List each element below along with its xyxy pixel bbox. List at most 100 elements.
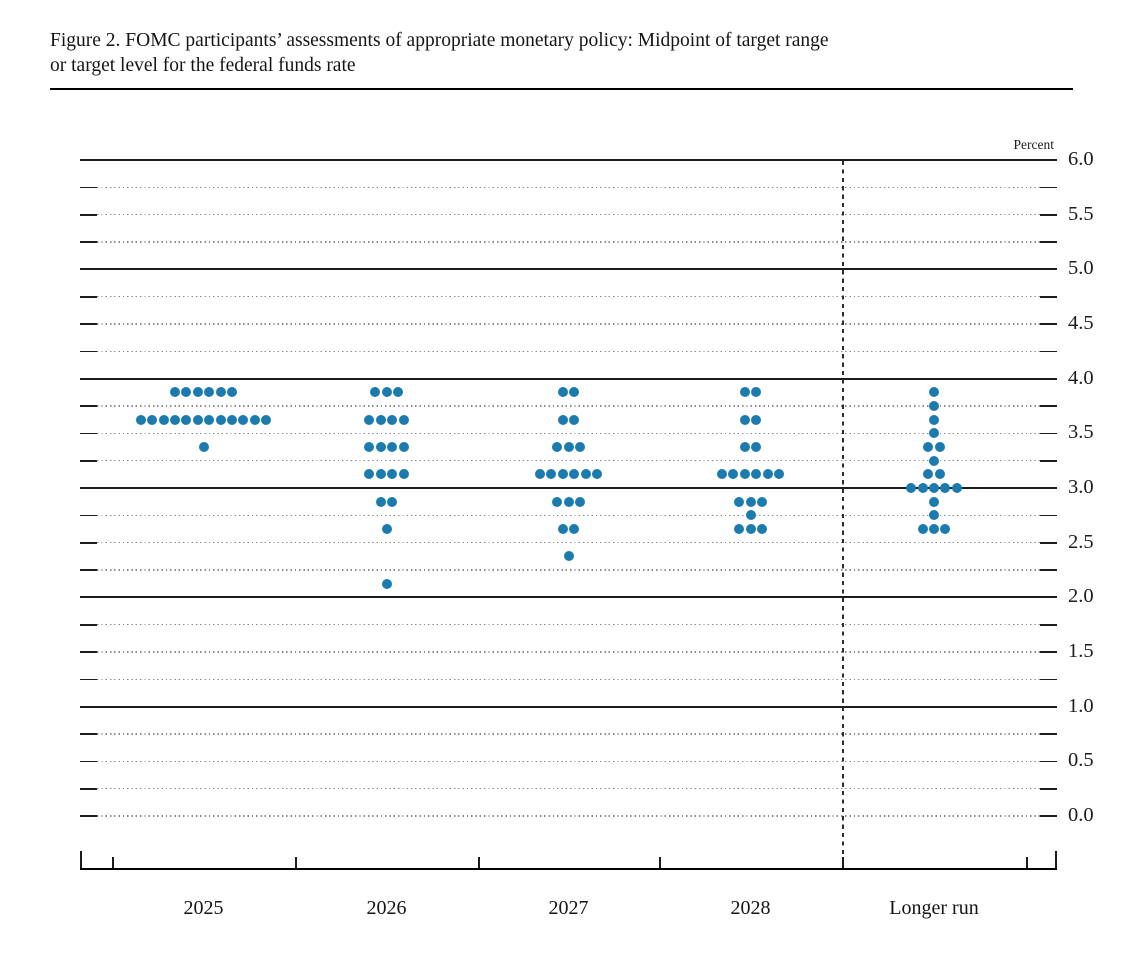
gridline-dotted <box>97 350 1040 353</box>
gridline-left-tick <box>80 733 97 735</box>
projection-dot <box>261 414 272 425</box>
x-axis-label: 2026 <box>366 897 407 919</box>
x-axis-tick <box>659 857 661 868</box>
projection-dot <box>135 414 146 425</box>
x-axis-tick <box>478 857 480 868</box>
gridline-right-tick <box>1040 787 1057 790</box>
x-axis-tick <box>112 857 114 868</box>
gridline-dotted <box>97 787 1040 790</box>
gridline-left-tick <box>80 432 97 435</box>
projection-dot <box>717 469 727 480</box>
gridline-right-tick <box>1040 760 1057 763</box>
x-axis-label: Longer run <box>889 897 979 919</box>
projection-dot <box>364 469 375 480</box>
y-axis-label: 5.0 <box>1068 257 1094 280</box>
gridline-left-tick <box>80 541 97 544</box>
projection-dot <box>392 387 403 398</box>
projection-dot <box>745 496 756 507</box>
projection-dot <box>940 483 951 493</box>
projection-dot <box>227 414 237 425</box>
gridline-dotted <box>97 323 1040 325</box>
gridline-dotted <box>97 514 1040 517</box>
figure-title: Figure 2. FOMC participants’ assessments… <box>50 28 1080 78</box>
projection-dot <box>745 510 756 521</box>
projection-dot <box>381 524 392 534</box>
projection-dot <box>557 414 568 425</box>
projection-dot <box>381 578 392 589</box>
gridline-left-tick <box>80 760 97 763</box>
projection-dot <box>181 414 192 425</box>
projection-dot <box>929 483 939 493</box>
y-axis-label: 5.5 <box>1068 202 1094 225</box>
projection-dot <box>751 387 762 398</box>
projection-dot <box>552 496 563 507</box>
projection-dot <box>929 524 939 534</box>
projection-dot <box>929 387 939 398</box>
gridline-left-tick <box>80 787 97 790</box>
projection-dot <box>917 524 928 534</box>
projection-dot <box>387 496 398 507</box>
projection-dot <box>249 414 260 425</box>
x-axis-tick <box>842 857 844 868</box>
gridline-dotted <box>97 733 1040 735</box>
gridline-solid <box>80 158 1057 162</box>
projection-dot <box>569 469 580 480</box>
projection-dot <box>204 387 215 398</box>
gridline-right-tick <box>1040 514 1057 517</box>
y-axis-label: 2.5 <box>1068 530 1094 553</box>
projection-dot <box>375 414 386 425</box>
projection-dot <box>192 414 203 425</box>
x-axis-label: 2027 <box>548 897 589 919</box>
gridline-left-tick <box>80 623 97 626</box>
x-axis <box>80 868 1057 871</box>
projection-dot <box>751 469 762 480</box>
projection-dot <box>563 442 574 452</box>
gridline-dotted <box>97 760 1040 763</box>
gridline-dotted <box>97 815 1040 817</box>
projection-dot <box>364 414 375 425</box>
projection-dot <box>387 414 398 425</box>
projection-dot <box>375 469 386 480</box>
projection-dot <box>756 496 767 507</box>
x-axis-label: 2028 <box>730 897 771 919</box>
gridline-dotted <box>97 186 1040 189</box>
gridline-right-tick <box>1040 678 1057 681</box>
projection-dot <box>774 469 784 480</box>
projection-dot <box>557 387 568 398</box>
gridline-right-tick <box>1040 651 1057 653</box>
projection-dot <box>238 414 249 425</box>
gridline-right-tick <box>1040 432 1057 435</box>
projection-dot <box>158 414 169 425</box>
projection-dot <box>739 442 750 452</box>
projection-dot <box>940 524 951 534</box>
projection-dot <box>552 442 563 452</box>
projection-dot <box>387 442 398 452</box>
projection-dot <box>546 469 557 480</box>
y-axis-label: 0.0 <box>1068 804 1094 826</box>
projection-dot <box>569 414 580 425</box>
projection-dot <box>929 496 939 507</box>
gridline-left-tick <box>80 651 97 653</box>
projection-dot <box>929 455 939 466</box>
projection-dot <box>751 442 762 452</box>
projection-dot <box>756 524 767 534</box>
projection-dot <box>181 387 192 398</box>
y-axis-label: 1.5 <box>1068 640 1094 662</box>
projection-dot <box>398 442 409 452</box>
gridline-right-tick <box>1040 213 1057 216</box>
projection-dot <box>204 414 215 425</box>
y-axis-label: 3.0 <box>1068 476 1094 498</box>
gridline-right-tick <box>1040 295 1057 298</box>
gridline-right-tick <box>1040 459 1057 462</box>
gridline-left-tick <box>80 459 97 462</box>
projection-dot <box>563 551 574 562</box>
figure-title-line2: or target level for the federal funds ra… <box>50 55 356 76</box>
gridline-solid <box>80 705 1057 708</box>
projection-dot <box>734 524 745 534</box>
x-axis-tick <box>80 851 82 868</box>
gridline-dotted <box>97 432 1040 435</box>
y-axis-label: 6.0 <box>1068 148 1094 170</box>
gridline-dotted <box>97 213 1040 216</box>
gridline-right-tick <box>1040 569 1057 571</box>
